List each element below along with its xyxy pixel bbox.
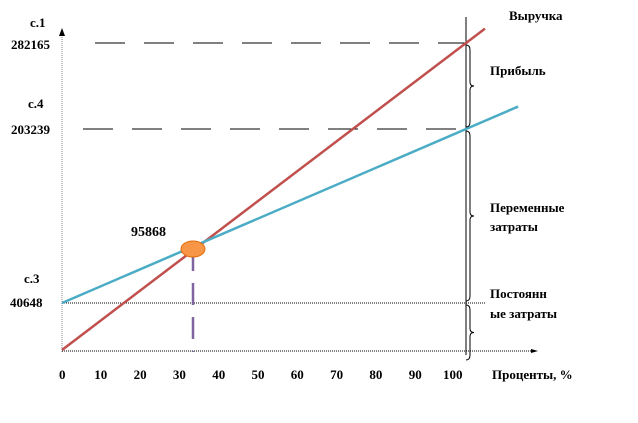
x-tick-label: 60 — [290, 367, 304, 382]
series-line-costs — [61, 105, 519, 305]
x-tick-label: 50 — [251, 367, 265, 382]
x-tick-label: 10 — [94, 367, 108, 382]
x-tick-label: 30 — [172, 367, 186, 382]
x-axis-label: Проценты, % — [492, 367, 573, 382]
fixed-costs-label-2: ые затраты — [490, 306, 558, 321]
revenue-label: Выручка — [509, 8, 563, 23]
y-tick-label: 40648 — [10, 295, 43, 310]
y-tick-label: 282165 — [11, 37, 50, 52]
variable-costs-label-2: затраты — [490, 219, 538, 234]
break-even-label: 95868 — [131, 225, 166, 240]
profit-label: Прибыль — [490, 63, 546, 78]
x-tick-label: 80 — [369, 367, 383, 382]
x-tick-label: 20 — [133, 367, 147, 382]
fixed-costs-brace — [465, 304, 475, 361]
variable-costs-brace — [465, 130, 475, 302]
x-tick-label: 90 — [408, 367, 422, 382]
y-point-c4: c.4 — [28, 96, 44, 111]
y-point-c3: c.3 — [24, 271, 40, 286]
x-tick-label: 70 — [330, 367, 344, 382]
y-tick-label: 203239 — [11, 122, 50, 137]
break-even-point — [180, 240, 206, 258]
x-tick-label: 0 — [59, 367, 66, 382]
y-point-c1: c.1 — [30, 15, 46, 30]
series-line-revenue — [61, 27, 486, 351]
x-axis-arrow-icon — [531, 349, 538, 353]
profit-brace — [465, 44, 475, 128]
fixed-costs-label: Постоянн — [490, 286, 547, 301]
variable-costs-label: Переменные — [490, 200, 565, 215]
x-tick-label: 40 — [212, 367, 226, 382]
y-axis-arrow-icon — [59, 28, 65, 36]
x-tick-label: 100 — [443, 367, 463, 382]
